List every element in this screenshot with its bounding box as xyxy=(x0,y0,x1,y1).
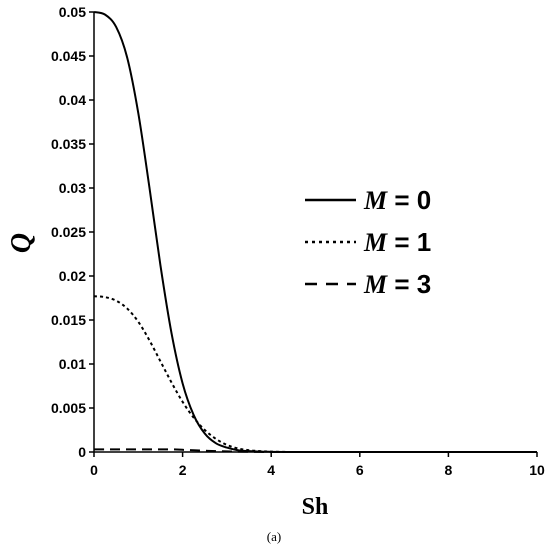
y-tick-label: 0.005 xyxy=(51,400,86,416)
x-tick-label: 2 xyxy=(179,462,187,478)
legend-label-2: M = 1 xyxy=(363,227,431,257)
chart-legend: M = 0 M = 1 M = 3 xyxy=(305,185,431,299)
series-line-1 xyxy=(93,11,537,454)
legend-label-3: M = 3 xyxy=(363,269,431,299)
y-tick-label: 0.04 xyxy=(59,92,86,108)
x-tick-label: 8 xyxy=(445,462,453,478)
y-tick-label: 0.035 xyxy=(51,136,86,152)
x-tick-label: 4 xyxy=(267,462,275,478)
y-tick-label: 0.02 xyxy=(59,268,86,284)
y-tick-label: 0.015 xyxy=(51,312,86,328)
y-tick-label: 0.01 xyxy=(59,356,86,372)
y-tick-label: 0.025 xyxy=(51,224,86,240)
y-tick-label: 0 xyxy=(78,444,86,460)
y-tick-label: 0.05 xyxy=(59,4,86,20)
y-tick-label: 0.045 xyxy=(51,48,86,64)
series-line-2 xyxy=(93,295,537,454)
series-lines xyxy=(93,11,537,454)
y-axis-title: Q xyxy=(6,233,37,253)
legend-label-1: M = 0 xyxy=(363,185,431,215)
x-axis-ticks: 0 2 4 6 8 10 xyxy=(90,452,545,478)
x-tick-label: 6 xyxy=(356,462,364,478)
y-tick-label: 0.03 xyxy=(59,180,86,196)
figure-caption: (a) xyxy=(267,529,281,544)
x-axis-title: Sh xyxy=(302,494,329,520)
x-tick-label: 10 xyxy=(529,462,545,478)
x-tick-label: 0 xyxy=(90,462,98,478)
y-axis-ticks: 0 0.005 0.01 0.015 0.02 0.025 0.03 0.035 0.04 0.0… xyxy=(51,4,94,460)
